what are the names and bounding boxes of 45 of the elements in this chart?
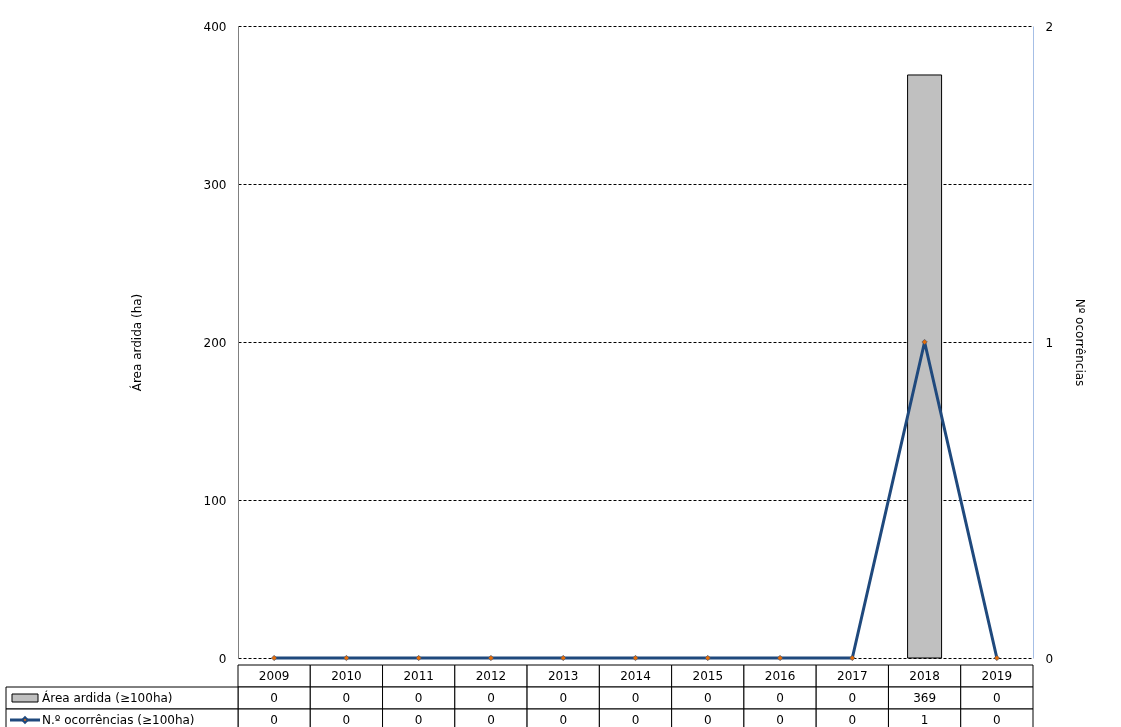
y2-tick-label: 0: [1045, 651, 1054, 666]
data-label: 0: [703, 691, 712, 705]
data-label: 0: [487, 713, 495, 727]
y2-axis-title: Nº ocorrências: [1073, 298, 1088, 387]
y-axis-title: Área ardida (ha): [128, 293, 144, 392]
data-label: 0: [270, 691, 278, 705]
x-tick-label: 2013: [547, 669, 579, 683]
x-tick-label: 2018: [909, 669, 940, 683]
legend-label: N.º ocorrências (≥100ha): [42, 713, 195, 727]
data-label: 0: [776, 713, 784, 727]
y2-tick-label: 2: [1045, 19, 1054, 34]
x-tick-label: 2016: [764, 669, 796, 683]
x-tick-label: 2015: [692, 669, 724, 683]
x-tick-label: 2012: [475, 669, 507, 683]
data-label: 0: [848, 691, 857, 705]
x-tick-label: 2019: [981, 669, 1013, 683]
data-label: 369: [913, 691, 937, 705]
x-tick-label: 2009: [258, 669, 290, 683]
x-tick-label: 2017: [837, 669, 868, 683]
data-label: 0: [342, 691, 351, 705]
y-tick-label: 0: [218, 651, 227, 666]
data-label: 0: [342, 713, 351, 727]
data-label: 0: [848, 713, 857, 727]
data-label: 1: [920, 713, 929, 727]
y-tick-label: 100: [203, 493, 227, 508]
x-tick-label: 2014: [620, 669, 651, 683]
y-tick-label: 200: [203, 335, 227, 350]
y-tick-label: 300: [203, 177, 227, 192]
data-label: 0: [559, 691, 568, 705]
x-tick-label: 2011: [403, 669, 434, 683]
x-tick-label: 2010: [331, 669, 362, 683]
data-label: 0: [487, 691, 495, 705]
legend-label: Área ardida (≥100ha): [42, 690, 173, 705]
data-label: 0: [631, 691, 640, 705]
data-label: 0: [414, 713, 423, 727]
data-label: 0: [703, 713, 712, 727]
data-label: 0: [631, 713, 640, 727]
data-label: 0: [993, 713, 1001, 727]
data-label: 0: [776, 691, 784, 705]
data-label: 0: [993, 691, 1001, 705]
y2-tick-label: 1: [1045, 335, 1054, 350]
data-label: 0: [559, 713, 568, 727]
data-label: 0: [414, 691, 423, 705]
y-tick-label: 400: [203, 19, 227, 34]
data-label: 0: [270, 713, 278, 727]
